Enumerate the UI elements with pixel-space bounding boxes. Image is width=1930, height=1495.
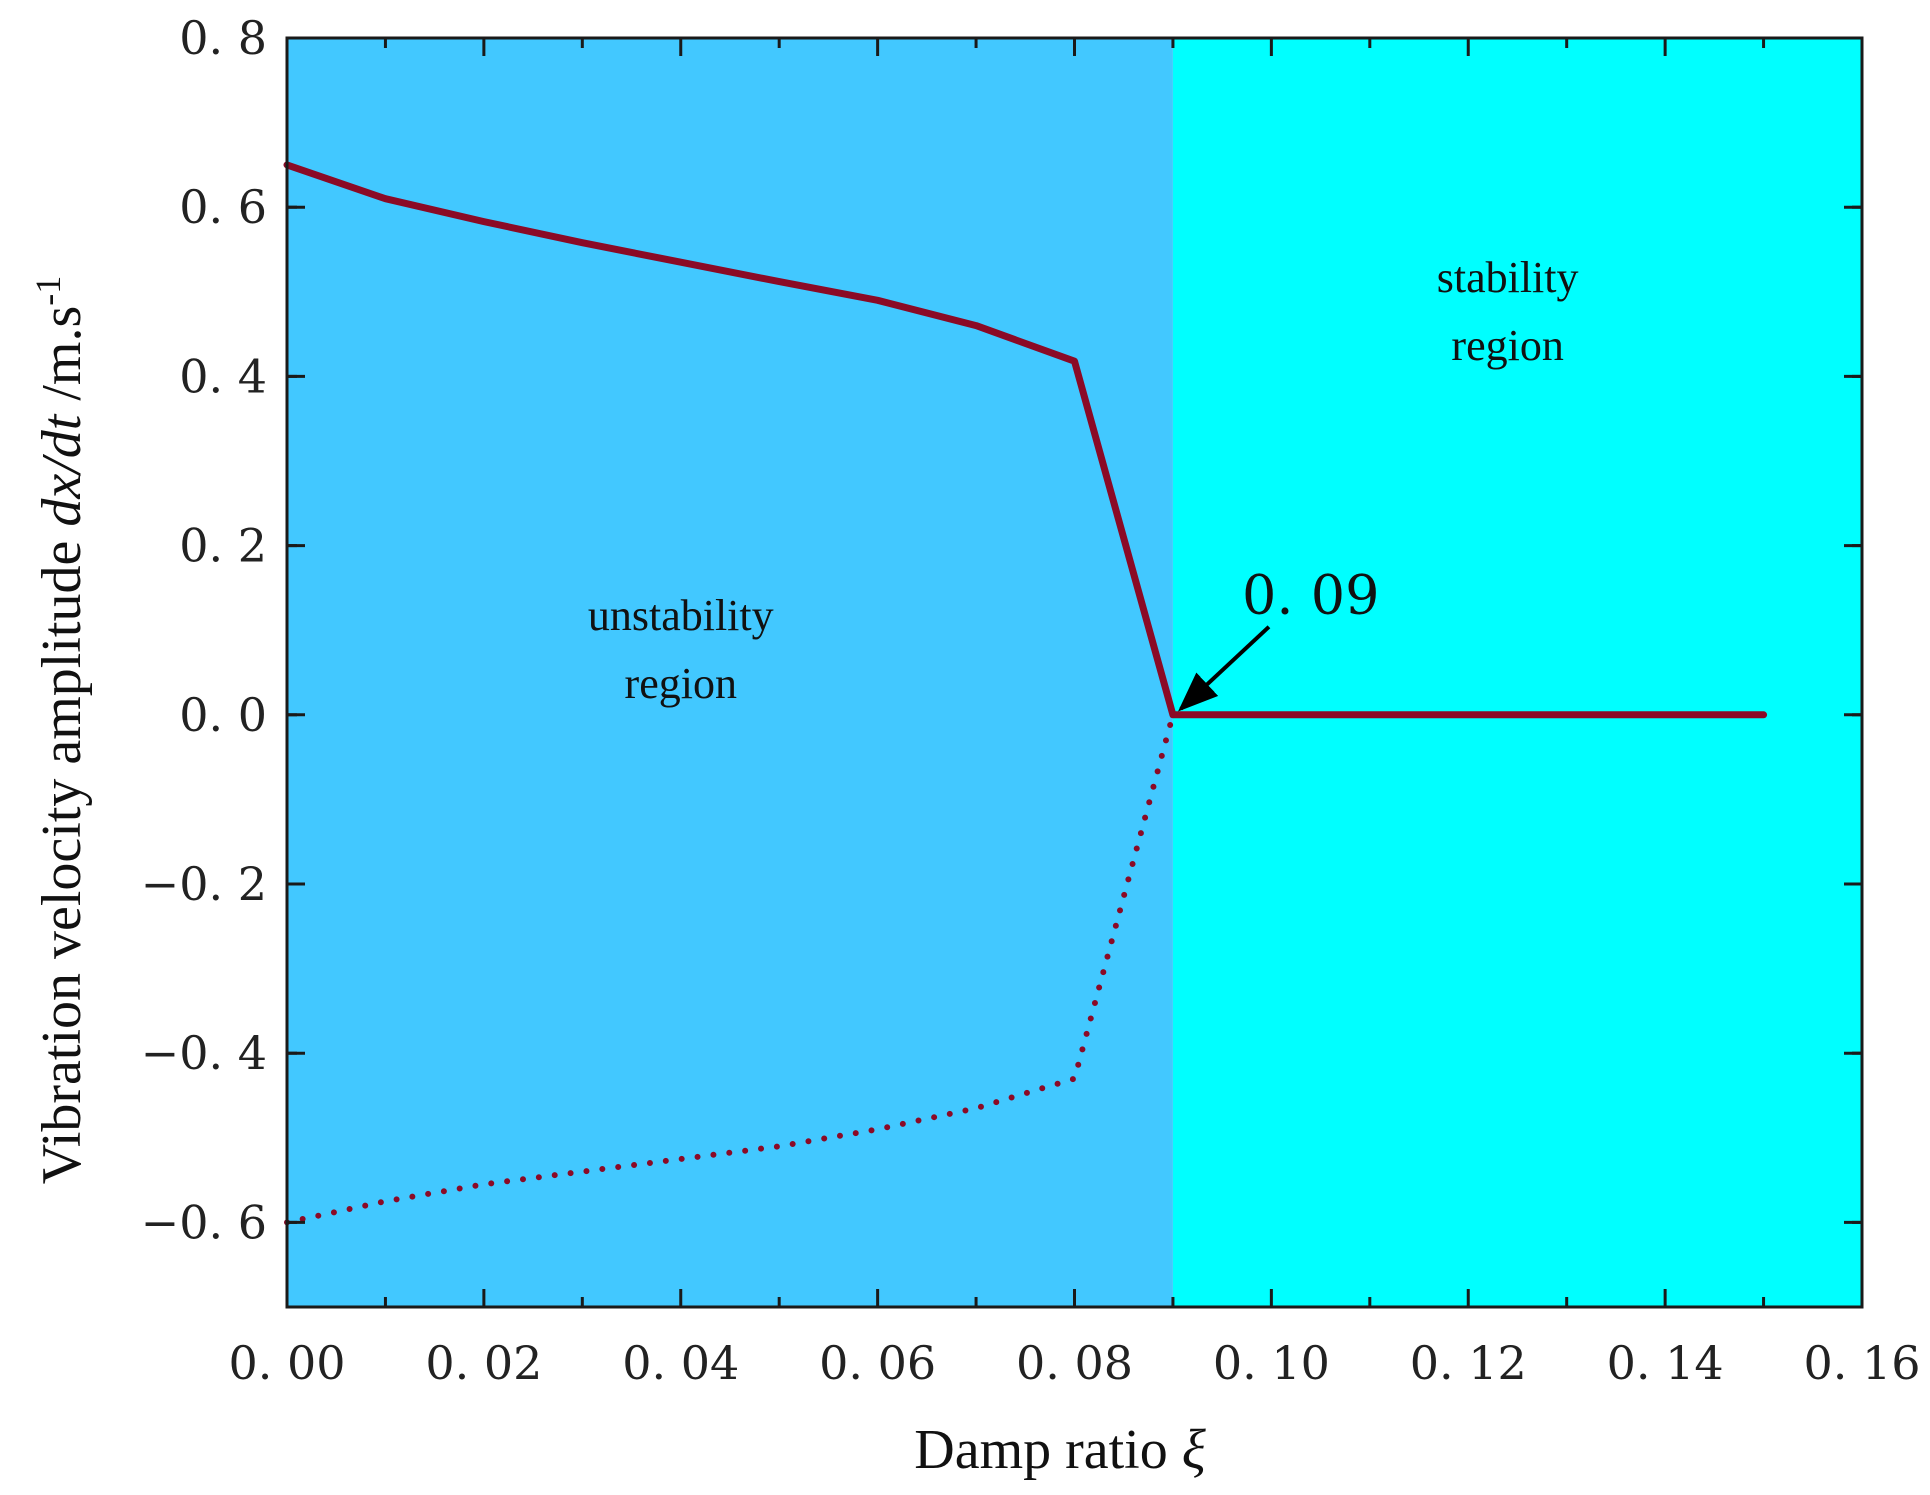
y-axis-title-symbol: dx/dt — [31, 413, 93, 526]
x-tick-label: 0. 14 — [1607, 1336, 1724, 1390]
annotation-label: 0. 09 — [1242, 563, 1379, 626]
labels-layer: unstability region stability region 0. 00 0. … — [141, 11, 1921, 1390]
annotation-layer: 0. 09 — [1178, 563, 1379, 712]
x-axis-title: Damp ratio ξ — [914, 1419, 1205, 1481]
series-upper-line — [283, 161, 1768, 719]
region-label-line: region — [625, 659, 737, 708]
y-tick-label: −0. 6 — [141, 1195, 267, 1249]
x-tick-label: 0. 04 — [622, 1336, 739, 1390]
y-tick-label: −0. 4 — [141, 1026, 267, 1080]
x-tick-label: 0. 12 — [1410, 1336, 1527, 1390]
region-label-line: unstability — [588, 591, 774, 640]
y-tick-label: 0. 0 — [179, 688, 267, 742]
x-tick-label: 0. 10 — [1213, 1336, 1330, 1390]
y-axis-title-unit-sup: -1 — [28, 276, 68, 306]
y-tick-label: 0. 4 — [179, 349, 267, 403]
y-tick-label: −0. 2 — [141, 857, 267, 911]
x-tick-label: 0. 02 — [425, 1336, 542, 1390]
region-label-unstability: unstability region — [588, 591, 774, 708]
region-label-line: stability — [1437, 253, 1579, 302]
x-tick-label: 0. 16 — [1803, 1336, 1920, 1390]
y-tick-label: 0. 8 — [179, 11, 267, 65]
x-tick-label: 0. 08 — [1016, 1336, 1133, 1390]
y-tick-label: 0. 6 — [179, 180, 267, 234]
y-axis-title-unit: /m.s — [31, 306, 93, 401]
region-stability — [1172, 38, 1862, 1307]
x-axis-title-symbol: ξ — [1182, 1419, 1206, 1481]
series-layer — [283, 161, 1768, 1226]
x-tick-label: 0. 00 — [228, 1336, 345, 1390]
y-tick-label: 0. 2 — [179, 519, 267, 573]
y-axis-title-main: Vibration velocity amplitude — [31, 541, 93, 1185]
regions-layer — [287, 38, 1862, 1307]
annotation-arrow — [1178, 625, 1271, 712]
x-axis-title-main: Damp ratio — [914, 1419, 1167, 1481]
region-label-line: region — [1451, 321, 1563, 370]
region-unstability — [287, 38, 1173, 1307]
y-axis-title: Vibration velocity amplitude dx/dt /m.s-… — [28, 276, 93, 1185]
series-lower-line — [284, 711, 1176, 1226]
ticks-layer — [285, 36, 1864, 1307]
region-label-stability: stability region — [1437, 253, 1579, 370]
x-tick-label: 0. 06 — [819, 1336, 936, 1390]
